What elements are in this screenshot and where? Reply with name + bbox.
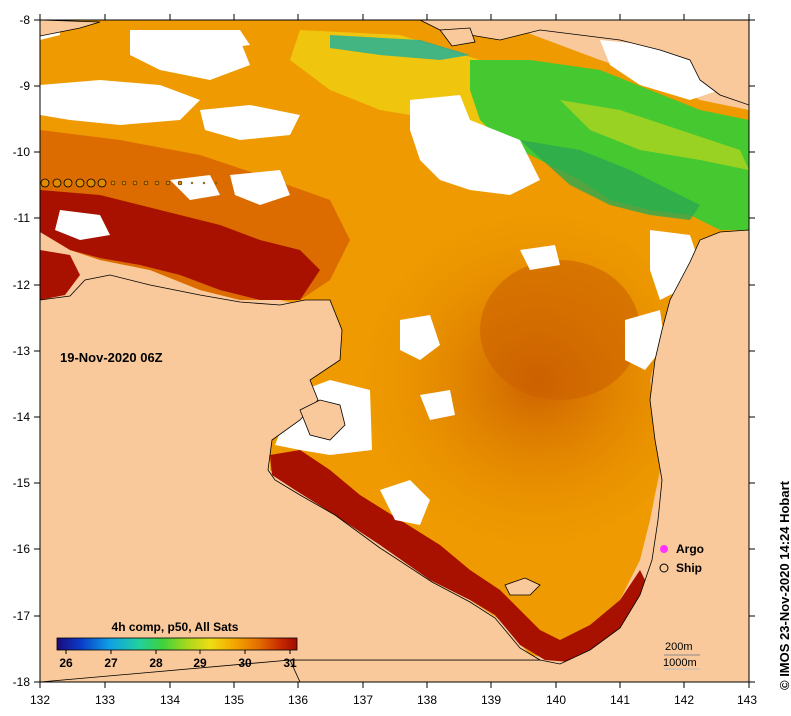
x-tick-label: 139 [481, 693, 501, 707]
land-groote-eylandt [299, 399, 346, 441]
colorbar-tick-label: 30 [238, 656, 252, 670]
y-tick-label: -14 [13, 410, 31, 424]
y-tick-label: -16 [13, 542, 31, 556]
colorbar-gradient [56, 637, 298, 651]
colorbar-tick-label: 31 [283, 656, 297, 670]
colorbar-tick-label: 27 [104, 656, 118, 670]
y-tick-label: -12 [13, 278, 31, 292]
marker-legend: Argo Ship [659, 542, 704, 575]
legend-ship-label: Ship [676, 561, 702, 575]
southern-gulf-hot-rim [270, 450, 650, 662]
map-plot-area [40, 20, 749, 682]
imos-credit: © IMOS 23-Nov-2020 14:24 Hobart [777, 481, 791, 690]
x-tick-label: 142 [674, 693, 694, 707]
x-tick-label: 132 [30, 693, 50, 707]
isobath-1000m-label: 1000m [663, 657, 697, 669]
ship-track [40, 178, 218, 188]
gulf-warm-core-2 [480, 260, 640, 400]
colorbar-ticks [65, 650, 291, 654]
x-tick-label: 137 [353, 693, 373, 707]
land-mornington-island [504, 577, 541, 596]
x-axis-ticks [39, 14, 750, 688]
colorbar-tick-label: 28 [149, 656, 163, 670]
north-east-lime [560, 100, 749, 170]
y-tick-label: -8 [19, 13, 30, 27]
land-arnhem [40, 274, 542, 682]
ship-marker-icon [659, 563, 669, 573]
colorbar-title: 4h comp, p50, All Sats [112, 620, 239, 634]
cloud-mask [40, 20, 720, 525]
x-axis-labels: 132 133 134 135 136 137 138 139 140 141 … [30, 693, 757, 707]
colorbar: 4h comp, p50, All Sats 26 27 28 29 30 31 [56, 620, 298, 670]
y-tick-label: -11 [14, 211, 31, 225]
x-tick-label: 136 [288, 693, 308, 707]
x-tick-label: 141 [610, 693, 630, 707]
land-masses [40, 20, 749, 682]
west-hot-patch [40, 250, 80, 300]
x-tick-label: 143 [737, 693, 757, 707]
land-new-guinea [419, 20, 749, 106]
arafura-hot-band [40, 190, 320, 300]
y-tick-label: -10 [13, 145, 31, 159]
x-tick-label: 133 [95, 693, 115, 707]
colorbar-tick-label: 26 [59, 656, 73, 670]
isobath-200m-label: 200m [665, 641, 693, 653]
north-east-green-band [470, 60, 749, 230]
y-tick-label: -17 [13, 609, 31, 623]
x-tick-label: 135 [224, 693, 244, 707]
y-tick-label: -13 [13, 344, 31, 358]
argo-marker-icon [660, 545, 668, 553]
y-axis-labels: -8 -9 -10 -11 -12 -13 -14 -15 -16 -17 -1… [13, 13, 31, 689]
x-tick-label: 134 [160, 693, 180, 707]
land-small-island [439, 27, 476, 47]
isobath-legend: 200m 1000m [663, 641, 700, 670]
colorbar-tick-label: 29 [193, 656, 207, 670]
timestamp-label: 19-Nov-2020 06Z [60, 350, 163, 365]
land-melville-island [40, 20, 101, 37]
y-tick-label: -15 [13, 476, 31, 490]
teal-streak [330, 35, 470, 60]
x-tick-label: 140 [546, 693, 566, 707]
legend-argo-label: Argo [676, 542, 704, 556]
y-tick-label: -9 [19, 79, 30, 93]
y-tick-label: -18 [13, 675, 31, 689]
north-east-green-dark [520, 140, 700, 220]
y-axis-ticks [34, 19, 755, 683]
x-tick-label: 138 [417, 693, 437, 707]
